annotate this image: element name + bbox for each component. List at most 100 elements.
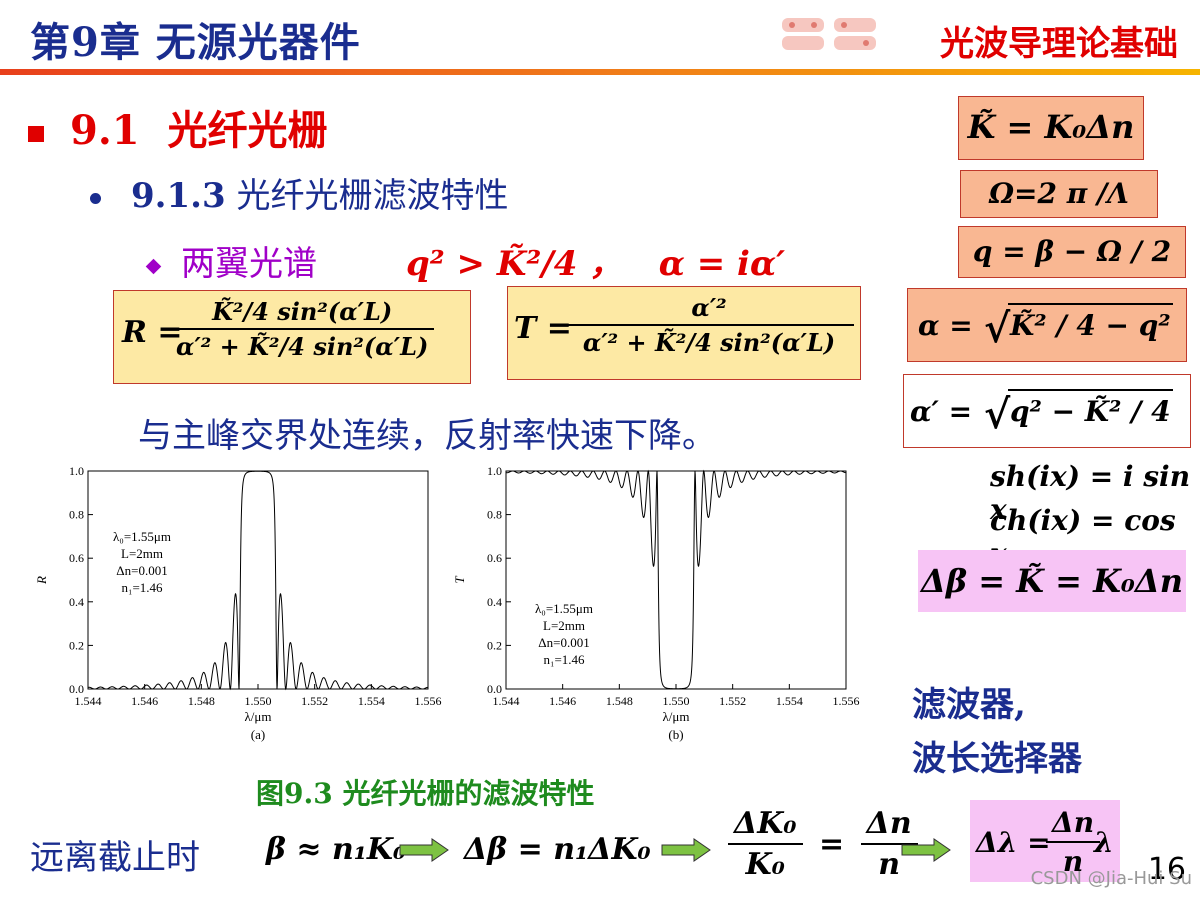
y-tick-label: 0.6 [69, 551, 84, 565]
y-tick-label: 0.2 [69, 638, 84, 652]
dot-bullet-icon [90, 192, 101, 204]
right-arrow-icon [901, 838, 951, 862]
course-logo-icon [782, 18, 876, 50]
y-tick-label: 0.4 [69, 595, 84, 609]
alpha-sqrt-body: K̃² / 4 − q² [1008, 303, 1173, 342]
course-title: 光波导理论基础 [940, 24, 1178, 64]
y-tick-label: 0.0 [487, 682, 502, 696]
x-tick-label: 1.544 [75, 694, 102, 708]
filter-note-line2: 波长选择器 [912, 739, 1082, 779]
figure-caption: 图9.3 光纤光栅的滤波特性 [256, 777, 595, 810]
x-tick-label: 1.546 [131, 694, 158, 708]
panel-label: (a) [251, 727, 265, 742]
reflectance-numerator: K̃²/4 sin²(α′L) [170, 297, 435, 330]
x-tick-label: 1.556 [415, 694, 442, 708]
subsection-title: 光纤光栅滤波特性 [236, 176, 509, 216]
spectrum-line [87, 470, 429, 691]
parameter-annotation: λ₀=1.55μm [113, 529, 171, 544]
x-tick-label: 1.544 [493, 694, 520, 708]
chapter-title: 第9章 无源光器件 [30, 19, 361, 66]
bandwidth-equation: Δλ = Δn n λ [970, 800, 1120, 882]
detuning-definition: q = β − Ω / 2 [958, 226, 1186, 278]
parameter-annotation: L=2mm [543, 618, 585, 633]
ratio-den-right: n [878, 847, 900, 882]
reflectance-chart: 1.544 1.546 1.548 1.550 1.552 1.554 1.556 0.0 0.… [34, 464, 442, 742]
x-tick-label: 1.546 [549, 694, 576, 708]
x-tick-label: 1.548 [188, 694, 215, 708]
x-tick-label: 1.548 [606, 694, 633, 708]
y-tick-label: 0.0 [69, 682, 84, 696]
page-number: 16 [1147, 852, 1186, 887]
delta-beta-definition: Δβ = K̃ = K₀Δn [918, 550, 1186, 612]
alpha-definition: α = iα′ [658, 244, 786, 284]
panel-label: (b) [668, 727, 683, 742]
y-axis-label: T [452, 576, 467, 584]
square-bullet-icon [28, 126, 44, 142]
delta-beta-approx: Δβ = n₁ΔK₀ [464, 832, 651, 867]
subsection-heading: 9.1.3 光纤光栅滤波特性 [90, 168, 508, 217]
x-tick-label: 1.550 [663, 694, 690, 708]
ratio-den-left: K₀ [745, 847, 785, 882]
parameter-annotation: n₁=1.46 [543, 652, 585, 667]
section-heading: 9.1 光纤光栅 [28, 98, 327, 156]
transmittance-equation: T = α′² α′² + K̃²/4 sin²(α′L) [507, 286, 861, 380]
parameter-annotation: Δn=0.001 [116, 563, 167, 578]
ratio-equation: ΔK₀ K₀ = Δn n [728, 806, 918, 882]
sinh-identity: sh(ix) = i sin x [990, 460, 1191, 526]
x-tick-label: 1.550 [245, 694, 272, 708]
y-tick-label: 0.4 [487, 595, 502, 609]
filter-note-line1: 滤波器, [912, 685, 1026, 725]
parameter-annotation: λ₀=1.55μm [535, 601, 593, 616]
transmittance-denominator: α′² + K̃²/4 sin²(α′L) [582, 328, 836, 357]
parameter-annotation: n₁=1.46 [121, 580, 163, 595]
bandwidth-num: Δn [1046, 806, 1101, 843]
parameter-annotation: Δn=0.001 [538, 635, 589, 650]
ratio-equals: = [818, 826, 845, 862]
beta-approx: β ≈ n₁K₀ [266, 832, 407, 867]
sideband-condition: q² > K̃²/4 ， α = iα′ [406, 236, 785, 285]
coupling-coefficient-definition: K̃ = K₀Δn [958, 96, 1144, 160]
y-tick-label: 1.0 [487, 464, 502, 478]
alpha-sqrt-definition: α = √ K̃² / 4 − q² [907, 288, 1187, 362]
far-cutoff-label: 远离截止时 [30, 838, 200, 878]
y-axis-label: R [34, 576, 49, 585]
alphaprime-sqrt-body: q² − K̃² / 4 [1008, 389, 1173, 428]
header-divider [0, 69, 1200, 75]
x-tick-label: 1.552 [301, 694, 328, 708]
parameter-annotation: L=2mm [121, 546, 163, 561]
spectrum-line [505, 469, 847, 690]
x-tick-label: 1.556 [833, 694, 860, 708]
alphaprime-sqrt-definition: α′ = √ q² − K̃² / 4 [903, 374, 1191, 448]
bandwidth-rhs: λ [1094, 826, 1114, 859]
right-arrow-icon [399, 838, 449, 862]
x-tick-label: 1.552 [719, 694, 746, 708]
x-tick-label: 1.554 [776, 694, 803, 708]
section-title: 光纤光栅 [167, 107, 328, 154]
grating-wavevector-definition: Ω=2 π /Λ [960, 170, 1158, 218]
bullet-label: 两翼光谱 [181, 244, 317, 284]
alpha-sqrt-lhs: α = [918, 309, 973, 342]
bandwidth-lhs: Δλ = [976, 826, 1051, 859]
continuity-note: 与主峰交界处连续，反射率快速下降。 [138, 416, 716, 456]
subsection-number: 9.1.3 [131, 176, 226, 216]
ratio-num-left: ΔK₀ [728, 806, 803, 845]
diamond-bullet-icon [145, 258, 162, 274]
sqrt-icon: √ [984, 305, 1011, 352]
section-number: 9.1 [70, 107, 140, 154]
condition-text: q² > K̃²/4 ， [406, 244, 624, 284]
bullet-sideband: 两翼光谱 [145, 236, 317, 285]
right-arrow-icon [661, 838, 711, 862]
transmittance-lhs: T = [514, 311, 572, 346]
filter-note: 滤波器, 波长选择器 [912, 678, 1082, 786]
x-axis-label: λ/μm [245, 709, 272, 724]
alphaprime-sqrt-lhs: α′ = [910, 395, 973, 428]
x-tick-label: 1.554 [358, 694, 385, 708]
transmittance-numerator: α′² [564, 293, 854, 326]
sqrt-icon: √ [984, 391, 1011, 438]
y-tick-label: 0.2 [487, 638, 502, 652]
y-tick-label: 0.8 [487, 508, 502, 522]
y-tick-label: 0.6 [487, 551, 502, 565]
reflectance-lhs: R = [122, 315, 183, 350]
bandwidth-den: n [1062, 845, 1084, 878]
watermark: CSDN @Jia-Hui Su [1030, 868, 1192, 889]
